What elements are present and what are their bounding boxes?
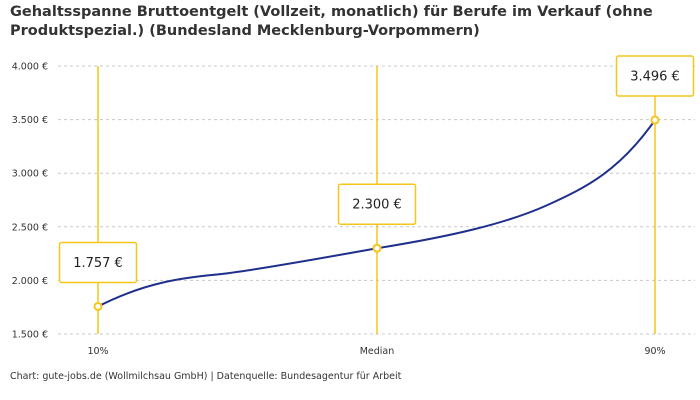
y-tick-label: 3.500 € (12, 115, 48, 126)
data-label-box (615, 55, 695, 97)
y-tick-label: 2.000 € (12, 276, 48, 287)
data-labels: 1.757 € 2.300 € 3.496 € (58, 55, 695, 284)
y-axis-ticks: 1.500 € 2.000 € 2.500 € 3.000 € 3.500 € 4.000… (12, 62, 48, 341)
y-tick-label: 2.500 € (12, 222, 48, 233)
data-label-box (58, 241, 138, 284)
y-tick-label: 4.000 € (12, 62, 48, 73)
x-axis-ticks: 10% Median 90% (87, 346, 665, 357)
x-tick-label: Median (360, 346, 395, 357)
data-point (93, 301, 103, 311)
data-label: 2.300 € (352, 198, 402, 213)
y-tick-label: 1.500 € (12, 330, 48, 341)
chart-title: Gehaltsspanne Bruttoentgelt (Vollzeit, m… (10, 4, 653, 39)
y-tick-label: 3.000 € (12, 169, 48, 180)
data-label: 1.757 € (73, 256, 123, 271)
x-tick-label: 90% (644, 346, 665, 357)
data-points (93, 115, 660, 311)
data-label: 3.496 € (630, 70, 680, 85)
data-point (650, 115, 660, 125)
chart-credit: Chart: gute-jobs.de (Wollmilchsau GmbH) … (10, 371, 402, 382)
data-point (372, 243, 382, 253)
x-tick-label: 10% (87, 346, 108, 357)
data-label-box (337, 183, 417, 225)
